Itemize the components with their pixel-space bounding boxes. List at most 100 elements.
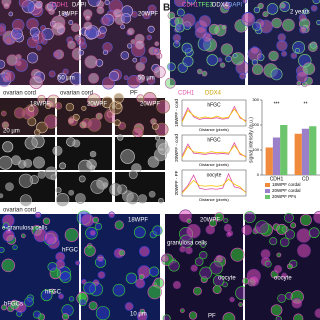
cell bbox=[297, 243, 311, 258]
cell bbox=[3, 2, 10, 10]
cell bbox=[279, 237, 290, 247]
cell bbox=[241, 12, 256, 27]
cell bbox=[104, 0, 110, 5]
cell bbox=[0, 247, 5, 254]
panel-letter: B bbox=[163, 3, 170, 14]
cell bbox=[268, 50, 279, 62]
cell bbox=[44, 114, 59, 129]
cell bbox=[225, 55, 232, 63]
cell bbox=[132, 57, 138, 63]
cell bbox=[130, 38, 136, 45]
cell bbox=[270, 68, 283, 81]
cell bbox=[37, 94, 46, 103]
cell bbox=[102, 49, 109, 55]
cell bbox=[257, 2, 264, 10]
cell bbox=[223, 223, 232, 233]
cell bbox=[180, 308, 185, 313]
cell bbox=[81, 105, 87, 111]
signif: *** bbox=[274, 101, 280, 107]
cell bbox=[243, 211, 256, 224]
cell bbox=[167, 11, 176, 20]
cell bbox=[65, 102, 75, 112]
cell bbox=[146, 76, 156, 85]
cell bbox=[87, 93, 101, 107]
cell-label: hFGC bbox=[62, 248, 79, 254]
cell bbox=[95, 306, 111, 320]
cell bbox=[212, 285, 222, 295]
cell bbox=[279, 2, 286, 9]
cell bbox=[59, 271, 72, 283]
cell-label: hFGC bbox=[45, 290, 62, 296]
age: 20WPF bbox=[138, 12, 158, 18]
cell bbox=[1, 121, 10, 129]
cell bbox=[214, 212, 224, 222]
signif: ** bbox=[304, 101, 308, 107]
cell bbox=[270, 304, 283, 316]
cell bbox=[299, 26, 307, 34]
header: ovarian cord bbox=[3, 91, 36, 97]
cell bbox=[112, 8, 123, 19]
cell bbox=[153, 66, 166, 79]
cell bbox=[50, 174, 57, 181]
feature: hFGC bbox=[207, 137, 221, 143]
cell bbox=[154, 41, 160, 47]
cell bbox=[24, 297, 34, 307]
cell bbox=[51, 21, 66, 36]
cell bbox=[152, 225, 163, 236]
cell bbox=[255, 220, 270, 235]
cell bbox=[155, 139, 168, 152]
cell bbox=[118, 249, 126, 257]
header: ovarian cord bbox=[60, 91, 93, 97]
plots: 18WPF - cord hFGC Distance (pixels) 20WPF -… bbox=[174, 97, 320, 202]
legend: DDX4 bbox=[205, 91, 222, 97]
cell bbox=[61, 313, 70, 320]
cell bbox=[308, 42, 318, 52]
cell bbox=[12, 244, 18, 250]
cell bbox=[198, 15, 212, 28]
cell bbox=[281, 50, 288, 57]
cell bbox=[200, 242, 206, 248]
cell bbox=[24, 136, 38, 150]
cell bbox=[29, 27, 40, 38]
cell bbox=[296, 228, 311, 243]
cell bbox=[248, 275, 260, 287]
cell bbox=[193, 286, 202, 296]
cell bbox=[17, 159, 27, 169]
cell bbox=[173, 0, 187, 8]
cell bbox=[186, 218, 192, 224]
cell bbox=[66, 137, 76, 147]
cell bbox=[117, 134, 124, 141]
x-tick-label: CD bbox=[302, 176, 310, 182]
cell bbox=[75, 260, 80, 266]
cell bbox=[232, 53, 238, 58]
cell bbox=[78, 175, 86, 183]
cell bbox=[230, 247, 245, 262]
stain: CDH1 bbox=[182, 3, 199, 9]
cell bbox=[287, 263, 293, 270]
cell bbox=[124, 302, 134, 311]
cell bbox=[199, 266, 213, 280]
x-tick-label: CDH1 bbox=[270, 176, 284, 182]
y-label: signal intensity (a.u.) bbox=[248, 117, 254, 163]
cell bbox=[308, 227, 320, 239]
cell bbox=[296, 80, 302, 86]
cell bbox=[33, 310, 41, 319]
cell bbox=[34, 211, 42, 219]
cell bbox=[247, 46, 263, 62]
cell bbox=[5, 182, 14, 192]
bar bbox=[265, 147, 273, 175]
cell bbox=[127, 74, 141, 89]
cell bbox=[40, 289, 53, 302]
cell bbox=[166, 62, 176, 72]
cell bbox=[133, 226, 146, 239]
cell bbox=[96, 177, 109, 190]
cell bbox=[264, 260, 272, 268]
cell bbox=[174, 22, 185, 33]
scale: 50 µm bbox=[138, 76, 155, 82]
cell bbox=[291, 297, 303, 309]
cell bbox=[152, 47, 159, 54]
cell bbox=[222, 1, 232, 10]
cell bbox=[0, 110, 7, 117]
cell bbox=[4, 36, 13, 46]
cell bbox=[75, 193, 86, 204]
